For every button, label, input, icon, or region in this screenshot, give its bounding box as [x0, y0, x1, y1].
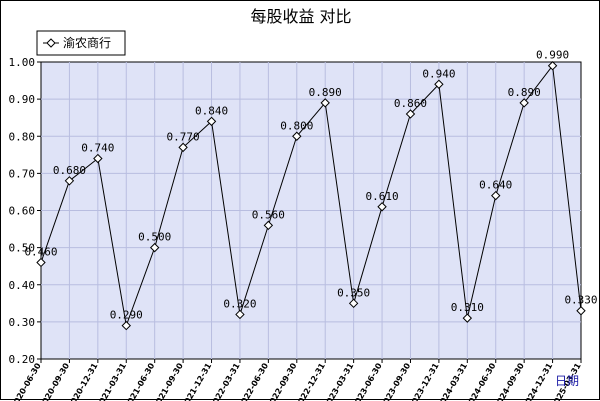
data-label: 0.500: [138, 231, 171, 244]
data-label: 0.860: [394, 97, 427, 110]
x-tick-label: 2021-09-30: [151, 361, 185, 401]
data-label: 0.330: [564, 294, 597, 307]
x-tick-label: 2020-09-30: [38, 361, 72, 401]
data-label: 0.800: [280, 119, 313, 132]
x-tick-label: 2020-06-30: [9, 361, 43, 401]
x-tick-label: 2023-06-30: [350, 361, 384, 401]
data-labels: 0.460 0.680 0.740 0.290 0.500 0.770 0.840 0.320…: [24, 49, 597, 322]
chart-title: 每股收益 对比: [250, 7, 351, 26]
data-label: 0.990: [536, 49, 569, 62]
data-point: [576, 306, 586, 316]
x-axis: 2020-06-302020-09-302020-12-312021-03-31…: [9, 359, 583, 401]
data-label: 0.640: [479, 179, 512, 192]
data-label: 0.680: [53, 164, 86, 177]
data-point: [519, 98, 529, 108]
data-point: [377, 202, 387, 212]
data-point: [93, 153, 103, 164]
y-tick-label: 0.80: [9, 130, 36, 143]
data-label: 0.460: [24, 245, 57, 258]
data-label: 0.290: [110, 309, 143, 322]
data-point: [292, 131, 302, 141]
x-tick-label: 2023-09-30: [379, 361, 413, 401]
data-point: [434, 79, 444, 89]
legend: 渝农商行: [36, 30, 126, 56]
y-axis: 0.20 0.30 0.40 0.50 0.60 0.70 0.80 0.90 1.00: [9, 56, 41, 366]
x-tick-label: 2022-12-31: [294, 361, 328, 401]
data-label: 0.610: [365, 190, 398, 203]
data-point: [121, 320, 131, 331]
data-point: [206, 116, 217, 127]
y-tick-label: 0.90: [9, 93, 36, 106]
x-tick-label: 2024-06-30: [464, 361, 498, 401]
y-tick-label: 0.60: [9, 205, 36, 218]
legend-label: 渝农商行: [63, 35, 111, 50]
data-point: [149, 242, 160, 253]
series-layer: [36, 61, 586, 331]
data-point: [36, 257, 46, 268]
x-tick-label: 2022-06-30: [237, 361, 271, 401]
data-point: [235, 309, 245, 320]
data-label: 0.560: [252, 208, 285, 221]
data-point: [263, 220, 274, 231]
x-tick-label: 2022-09-30: [265, 361, 299, 401]
x-tick-label: 2020-12-31: [66, 361, 100, 401]
data-label: 0.350: [337, 286, 370, 299]
data-point: [462, 313, 473, 323]
y-tick-label: 0.50: [9, 242, 36, 255]
data-point: [491, 190, 501, 201]
data-label: 0.890: [309, 86, 342, 99]
data-label: 0.840: [195, 104, 228, 117]
data-point: [178, 142, 188, 153]
data-label: 0.770: [167, 130, 200, 143]
x-tick-label: 2021-06-30: [123, 361, 157, 401]
data-label: 0.940: [422, 67, 455, 80]
x-tick-label: 2024-12-31: [521, 361, 555, 401]
x-tick-label: 2021-03-31: [95, 361, 129, 401]
x-axis-label: 日期: [555, 374, 579, 388]
y-tick-label: 0.30: [9, 316, 36, 329]
x-tick-label: 2023-12-31: [407, 361, 441, 401]
x-tick-label: 2024-09-30: [493, 361, 527, 401]
x-tick-label: 2024-03-31: [436, 361, 470, 401]
y-tick-label: 1.00: [9, 56, 36, 69]
x-tick-label: 2022-03-31: [208, 361, 242, 401]
y-tick-label: 0.40: [9, 279, 36, 292]
series-line: [40, 64, 582, 328]
data-point: [348, 298, 359, 309]
y-tick-label: 0.70: [9, 167, 36, 180]
data-label: 0.890: [508, 86, 541, 99]
data-point: [320, 98, 330, 108]
data-point: [405, 109, 416, 119]
data-label: 0.740: [81, 142, 114, 155]
x-tick-label: 2023-03-31: [322, 361, 356, 401]
y-tick-label: 0.20: [9, 353, 36, 366]
legend-marker: [46, 38, 56, 48]
data-label: 0.310: [451, 301, 484, 314]
x-tick-label: 2021-12-31: [180, 361, 214, 401]
data-label: 0.320: [223, 297, 256, 310]
data-point: [64, 176, 75, 186]
data-point: [547, 61, 558, 71]
